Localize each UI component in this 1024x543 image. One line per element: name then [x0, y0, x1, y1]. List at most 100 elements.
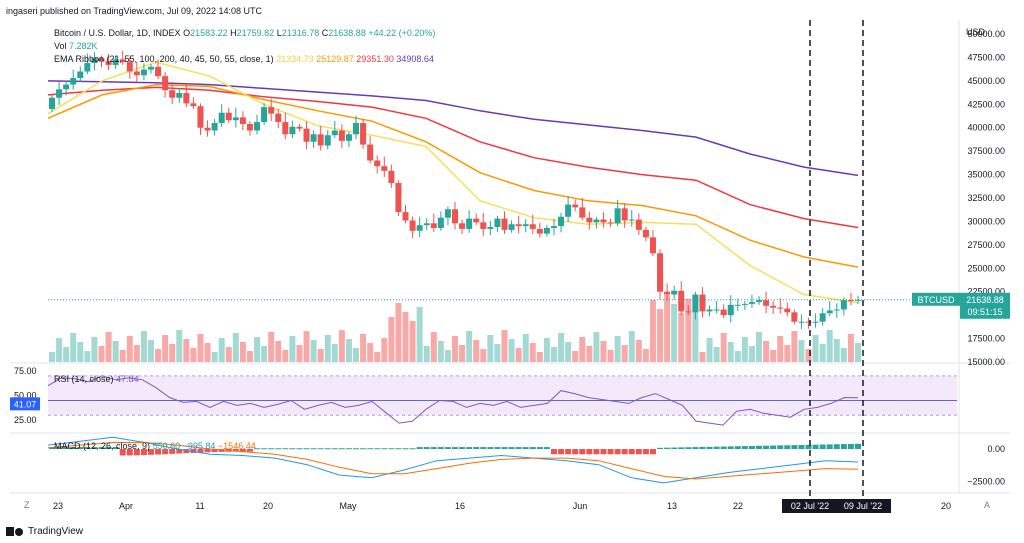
- volume-bar: [572, 351, 579, 362]
- volume-bar: [459, 345, 466, 362]
- candle-body: [699, 294, 706, 312]
- volume-bar: [494, 344, 501, 362]
- ohlc-close-label: C: [321, 28, 329, 38]
- ema200-value: 34908.64: [396, 54, 434, 64]
- candle-body: [303, 128, 310, 142]
- macd-histogram-bar: [70, 447, 77, 450]
- macd-histogram-bar: [176, 449, 183, 454]
- volume-bar: [466, 331, 473, 362]
- macd-histogram-bar: [756, 445, 763, 450]
- volume-bar: [741, 337, 748, 362]
- ema-legend: EMA Ribbon (21, 55, 100, 200, 40, 45, 50…: [54, 54, 434, 64]
- candle-body: [197, 106, 204, 128]
- macd-histogram-bar: [409, 448, 416, 450]
- volume-bar: [487, 335, 494, 362]
- volume-bar: [798, 340, 805, 362]
- macd-histogram-bar: [254, 448, 261, 450]
- candle-body: [466, 218, 473, 229]
- volume-bar: [331, 344, 338, 362]
- macd-line: [47, 436, 859, 484]
- candle-body: [770, 305, 777, 308]
- volume-bar: [791, 331, 798, 362]
- macd-histogram-bar: [459, 447, 466, 450]
- tradingview-logo-icon: [6, 526, 24, 537]
- candle-body: [211, 123, 218, 131]
- candle-body: [126, 62, 133, 72]
- macd-histogram-bar: [600, 449, 607, 455]
- auto-scale-a-button[interactable]: A: [984, 500, 991, 510]
- x-axis-label: 20: [941, 501, 951, 511]
- candle-body: [529, 224, 536, 229]
- macd-histogram-bar: [487, 447, 494, 450]
- candle-body: [147, 66, 154, 70]
- price-axis-label: 17500.00: [967, 334, 1005, 344]
- candle-body: [565, 204, 572, 217]
- volume-bar: [190, 348, 197, 362]
- macd-histogram-bar: [303, 448, 310, 450]
- volume-bar: [685, 299, 692, 362]
- price-tag-bg: [960, 292, 1010, 319]
- macd-histogram-bar: [572, 449, 579, 455]
- macd-histogram-bar: [855, 443, 861, 450]
- volume-legend: Vol 7.282K: [54, 41, 98, 51]
- candle-body: [91, 58, 98, 64]
- volume-bar: [770, 350, 777, 362]
- macd-histogram-bar: [473, 447, 480, 450]
- candle-body: [360, 123, 367, 145]
- macd-histogram-bar: [840, 444, 847, 450]
- x-axis-label: 16: [455, 501, 465, 511]
- candle-body: [77, 71, 84, 79]
- auto-scale-z-button[interactable]: Z: [24, 500, 30, 510]
- macd-histogram-bar: [466, 447, 473, 450]
- volume-bar: [515, 348, 522, 362]
- candle-body: [501, 218, 508, 230]
- volume-bar: [416, 307, 423, 362]
- macd-histogram-bar: [649, 449, 656, 455]
- candle-body: [367, 144, 374, 161]
- macd-histogram-bar: [748, 445, 755, 450]
- price-axis-label: 45000.00: [967, 76, 1005, 86]
- tradingview-brand[interactable]: TradingView: [6, 526, 83, 537]
- macd-histogram-bar: [494, 447, 501, 450]
- published-info: ingaseri published on TradingView.com, J…: [6, 6, 262, 16]
- macd-histogram-bar: [98, 447, 105, 450]
- macd-histogram-bar: [268, 448, 275, 450]
- volume-bar: [657, 309, 664, 362]
- candle-body: [664, 291, 671, 295]
- volume-bar: [324, 335, 331, 362]
- price-axis-label: 27500.00: [967, 240, 1005, 250]
- macd-histogram-bar: [558, 449, 565, 455]
- volume-bar: [275, 341, 282, 362]
- candle-body: [706, 309, 713, 312]
- volume-bar: [183, 339, 190, 362]
- macd-histogram-bar: [593, 449, 600, 455]
- candle-body: [840, 300, 847, 310]
- ohlc-low-label: L: [276, 28, 282, 38]
- volume-bar: [119, 350, 126, 362]
- price-axis-label: 40000.00: [967, 123, 1005, 133]
- macd-histogram-bar: [190, 449, 197, 453]
- macd-histogram-bar: [444, 447, 451, 450]
- candle-body: [444, 209, 451, 218]
- macd-histogram-bar: [140, 449, 147, 456]
- rsi-value: 47.84: [116, 374, 139, 384]
- candle-body: [635, 219, 642, 230]
- volume-bar: [169, 344, 176, 362]
- rsi-legend: RSI (14, close) 47.84: [54, 374, 139, 384]
- macd-histogram-bar: [734, 446, 741, 450]
- volume-bar: [748, 346, 755, 362]
- macd-histogram-bar: [310, 448, 317, 450]
- macd-histogram-bar: [635, 449, 642, 455]
- candle-body: [310, 134, 317, 142]
- candle-body: [791, 312, 798, 322]
- volume-bar: [56, 338, 63, 362]
- volume-bar: [805, 349, 812, 362]
- price-axis-label: 25000.00: [967, 263, 1005, 273]
- candle-body: [246, 123, 253, 131]
- candle-body: [649, 237, 656, 254]
- volume-bar: [211, 352, 218, 362]
- volume-bar: [664, 295, 671, 362]
- macd-histogram-bar: [133, 449, 140, 456]
- macd-histogram-bar: [706, 446, 713, 450]
